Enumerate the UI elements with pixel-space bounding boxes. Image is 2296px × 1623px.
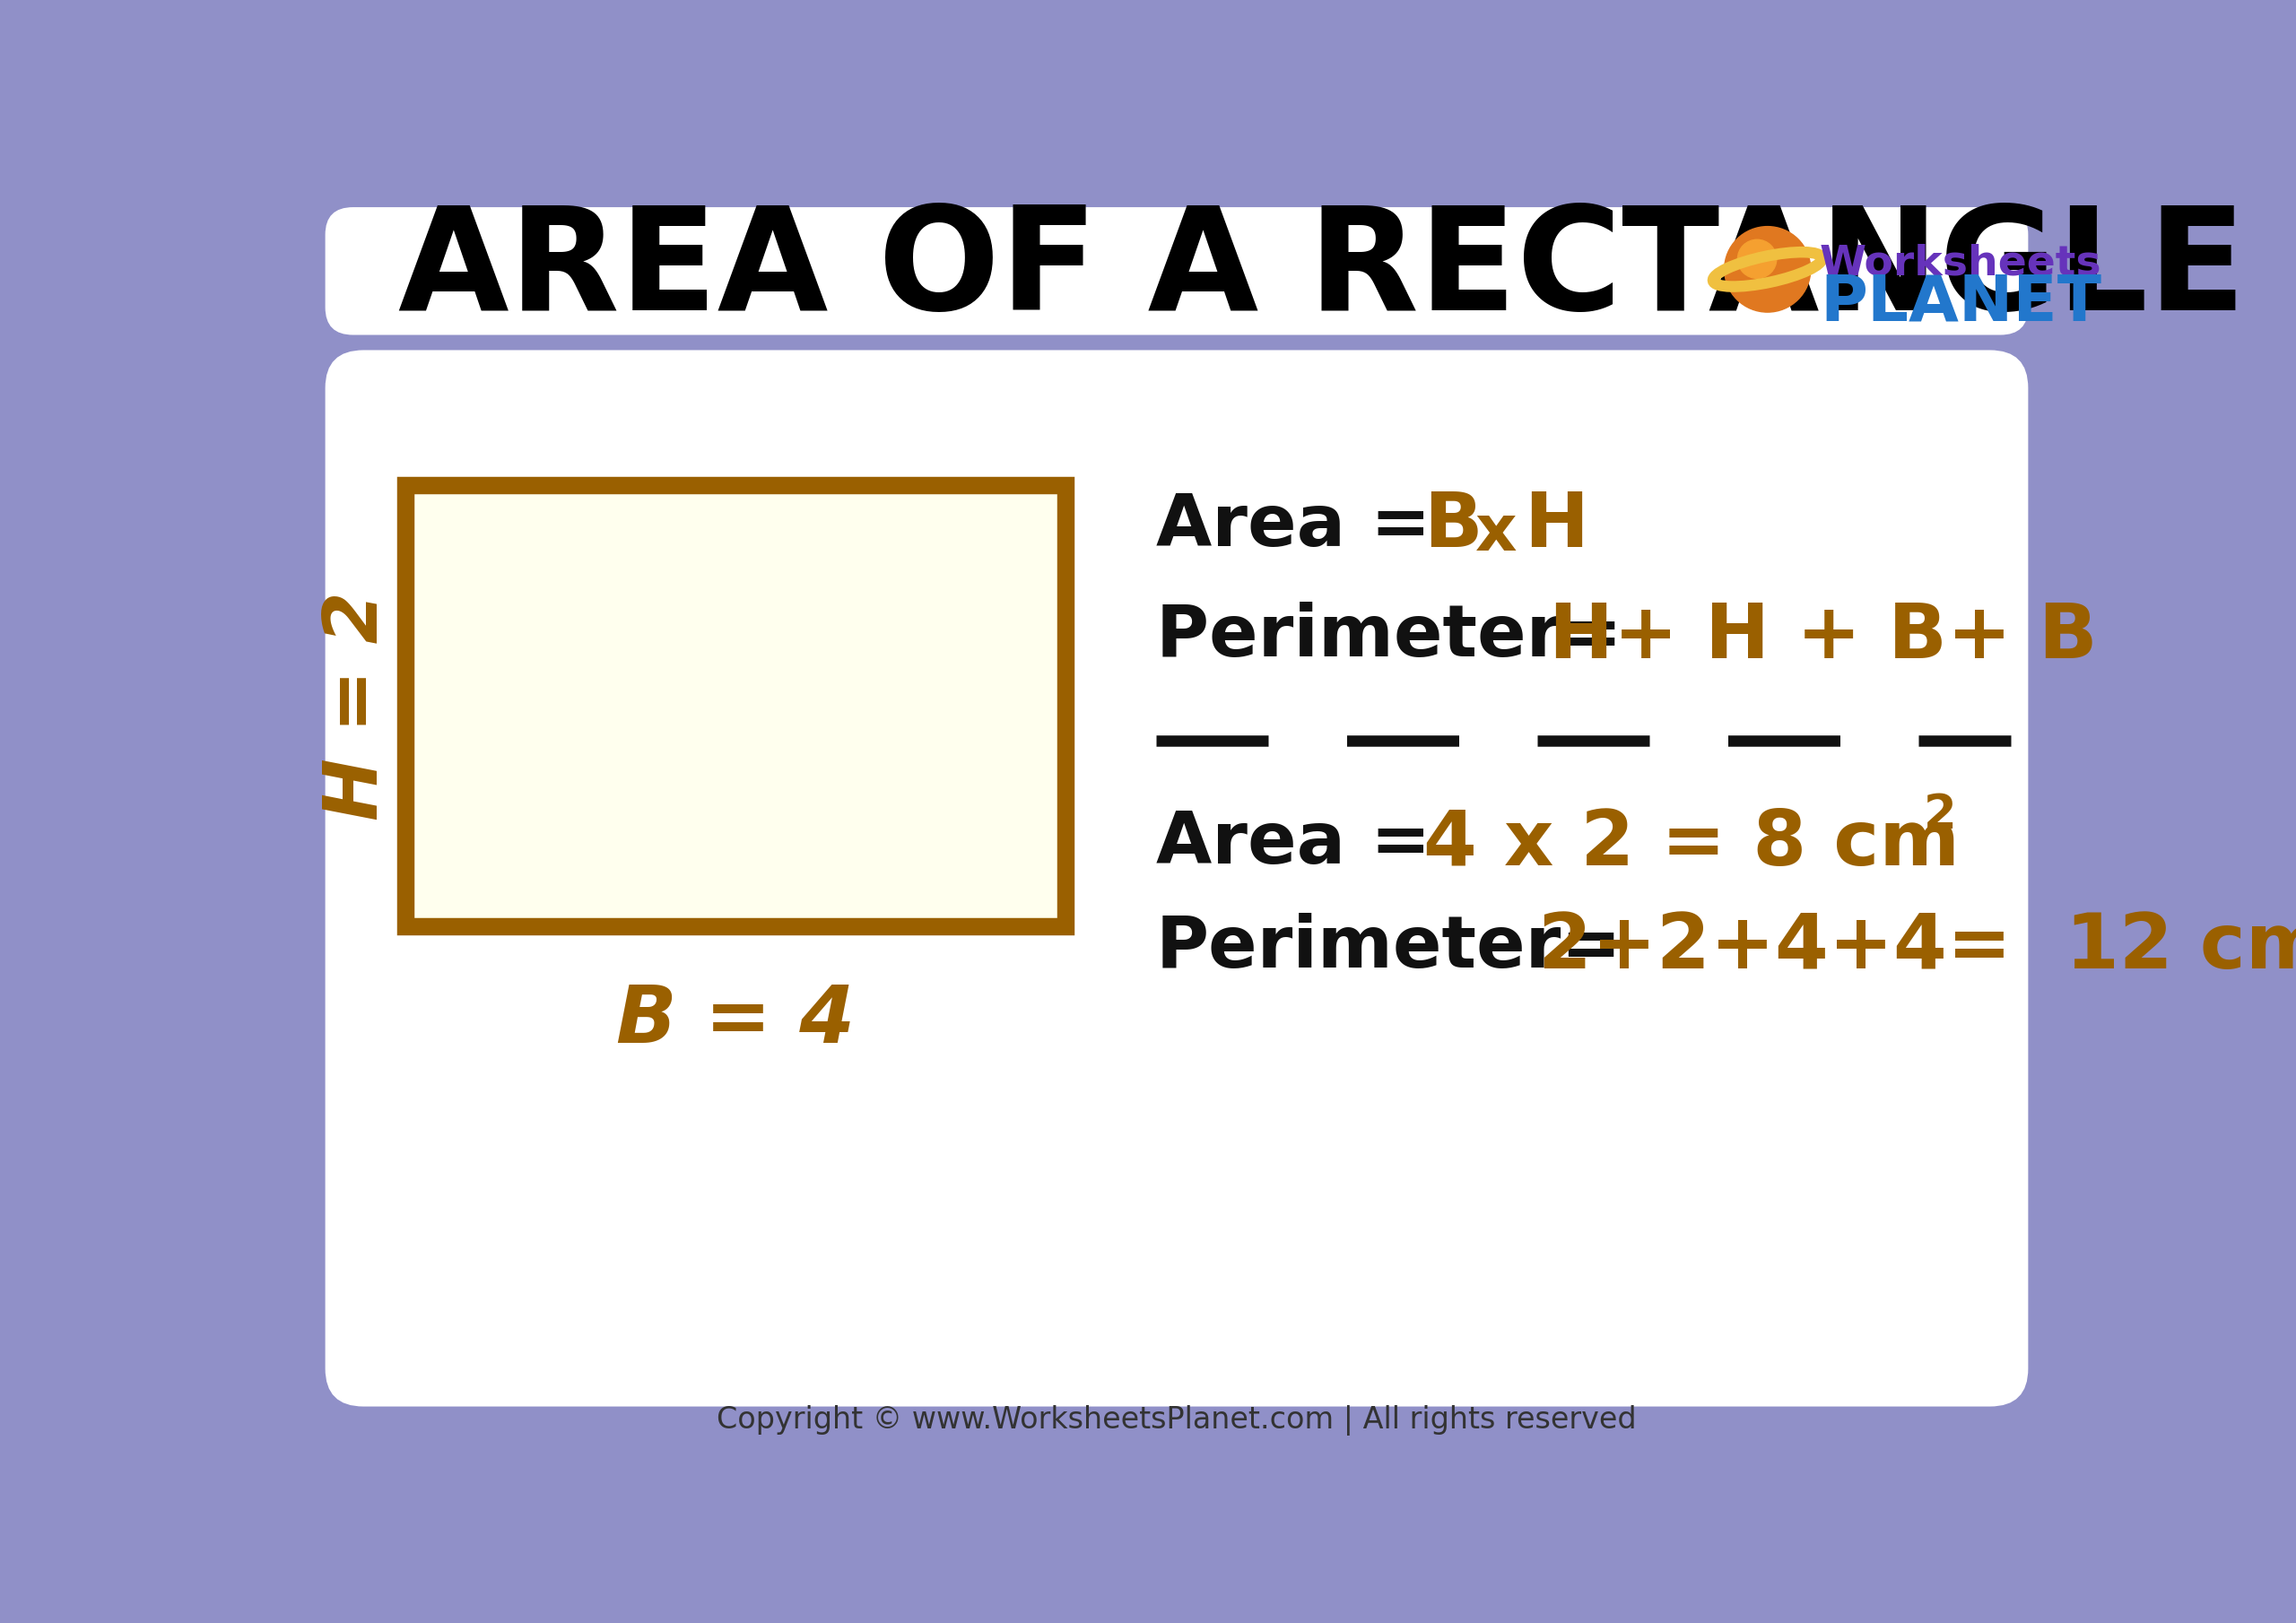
Text: AREA OF A RECTANGLE: AREA OF A RECTANGLE — [397, 201, 2245, 341]
Text: Area =: Area = — [1155, 492, 1456, 562]
Text: B: B — [1424, 489, 1483, 563]
Text: B = 4: B = 4 — [615, 982, 854, 1060]
Text: H: H — [1525, 489, 1589, 563]
Text: x: x — [1476, 502, 1518, 565]
Text: Area =: Area = — [1155, 808, 1456, 878]
Text: H = 2: H = 2 — [319, 591, 393, 820]
FancyBboxPatch shape — [326, 208, 2027, 334]
FancyBboxPatch shape — [326, 351, 2027, 1407]
Text: Worksheets: Worksheets — [1821, 243, 2101, 284]
Text: Perimeter=: Perimeter= — [1155, 912, 1621, 982]
Text: H+ H + B+ B: H+ H + B+ B — [1548, 599, 2096, 674]
Text: Copyright © www.WorksheetsPlanet.com | All rights reserved: Copyright © www.WorksheetsPlanet.com | A… — [716, 1406, 1637, 1436]
Circle shape — [1724, 227, 1812, 312]
Text: 4 x 2 = 8 cm: 4 x 2 = 8 cm — [1424, 807, 1961, 881]
Text: Perimeter=: Perimeter= — [1155, 602, 1646, 672]
Text: 2: 2 — [1924, 792, 1956, 837]
Text: PLANET: PLANET — [1821, 273, 2101, 334]
Text: 2+2+4+4=  12 cm: 2+2+4+4= 12 cm — [1538, 911, 2296, 985]
Bar — [404, 485, 1065, 927]
Circle shape — [1738, 240, 1777, 278]
